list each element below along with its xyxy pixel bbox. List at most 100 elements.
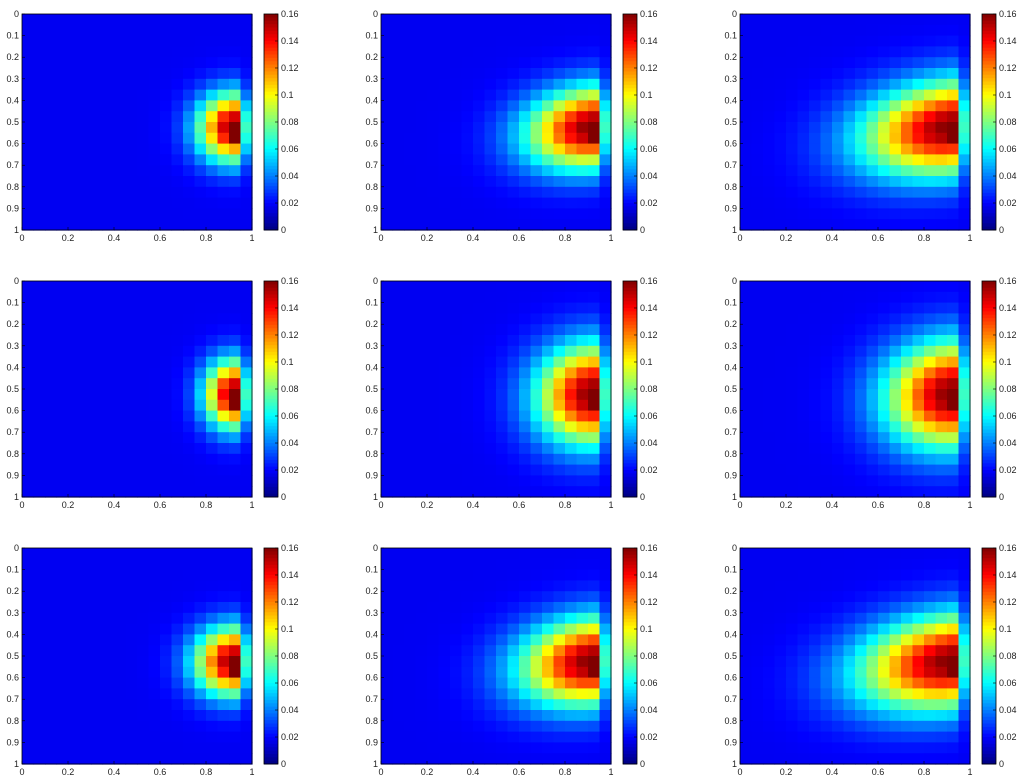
heatmap-cell bbox=[183, 100, 196, 112]
heatmap-cell bbox=[229, 688, 242, 700]
heatmap-cell bbox=[912, 132, 925, 145]
heatmap-cell bbox=[958, 208, 971, 220]
colorbar-segment bbox=[982, 321, 996, 326]
heatmap-cell bbox=[553, 345, 566, 358]
heatmap-cell bbox=[217, 176, 230, 188]
heatmap-cell bbox=[438, 35, 451, 47]
heatmap-cell bbox=[381, 421, 394, 433]
heatmap-cell bbox=[740, 580, 753, 592]
heatmap-cell bbox=[855, 699, 868, 711]
heatmap-cell bbox=[542, 111, 555, 123]
heatmap-cell bbox=[763, 57, 776, 69]
heatmap-cell bbox=[114, 89, 127, 101]
heatmap-cell bbox=[194, 122, 207, 134]
heatmap-cell bbox=[797, 302, 810, 314]
heatmap-cell bbox=[125, 132, 138, 145]
heatmap-cell bbox=[206, 57, 219, 69]
heatmap-cell bbox=[530, 197, 543, 209]
heatmap-cell bbox=[947, 68, 960, 80]
heatmap-cell bbox=[171, 410, 184, 422]
heatmap-cell bbox=[740, 688, 753, 700]
colorbar-segment bbox=[623, 341, 637, 346]
heatmap-cell bbox=[763, 623, 776, 635]
heatmap-cell bbox=[553, 720, 566, 733]
heatmap-cell bbox=[958, 281, 971, 293]
heatmap-cell bbox=[183, 731, 196, 743]
heatmap-cell bbox=[45, 720, 58, 733]
colorbar-segment bbox=[264, 571, 278, 576]
heatmap-cell bbox=[171, 453, 184, 466]
heatmap-cell bbox=[740, 197, 753, 209]
heatmap-cell bbox=[740, 656, 753, 668]
heatmap-cell bbox=[751, 432, 764, 444]
heatmap-cell bbox=[740, 432, 753, 444]
heatmap-cell bbox=[56, 410, 69, 422]
heatmap-cell bbox=[878, 591, 891, 603]
heatmap-cell bbox=[542, 742, 555, 754]
colorbar-segment bbox=[623, 118, 637, 123]
heatmap-cell bbox=[774, 313, 787, 325]
heatmap-cell bbox=[947, 410, 960, 422]
heatmap-cell bbox=[484, 302, 497, 314]
heatmap-cell bbox=[924, 143, 937, 155]
heatmap-cell bbox=[553, 335, 566, 347]
colorbar-segment bbox=[623, 101, 637, 106]
heatmap-cell bbox=[473, 57, 486, 69]
colorbar-segment bbox=[982, 186, 996, 191]
heatmap-cell bbox=[404, 68, 417, 80]
colorbar-segment bbox=[623, 443, 637, 447]
heatmap-cell bbox=[751, 602, 764, 614]
heatmap-cell bbox=[450, 165, 463, 177]
heatmap-cell bbox=[809, 89, 822, 101]
heatmap-cell bbox=[507, 475, 520, 487]
heatmap-cell bbox=[137, 208, 150, 220]
heatmap-cell bbox=[797, 291, 810, 304]
heatmap-cell bbox=[797, 46, 810, 58]
heatmap-cell bbox=[68, 612, 81, 625]
y-tick-label: 0.3 bbox=[724, 341, 737, 351]
heatmap-cell bbox=[588, 464, 601, 476]
heatmap-cell bbox=[33, 154, 46, 166]
heatmap-cell bbox=[206, 677, 219, 689]
heatmap-cell bbox=[599, 324, 612, 336]
heatmap-cell bbox=[450, 356, 463, 368]
heatmap-cell bbox=[786, 591, 799, 603]
heatmap-cell bbox=[160, 132, 173, 145]
heatmap-cell bbox=[404, 389, 417, 401]
colorbar-segment bbox=[982, 591, 996, 596]
colorbar-segment bbox=[982, 372, 996, 377]
heatmap-cell bbox=[797, 197, 810, 209]
heatmap-cell bbox=[889, 324, 902, 336]
heatmap-cell bbox=[484, 688, 497, 700]
heatmap-cell bbox=[160, 486, 173, 498]
heatmap-cell bbox=[473, 569, 486, 581]
heatmap-cell bbox=[843, 475, 856, 487]
colorbar-segment bbox=[982, 95, 996, 99]
heatmap-cell bbox=[519, 720, 532, 733]
heatmap-cell bbox=[774, 548, 787, 560]
heatmap-cell bbox=[68, 389, 81, 401]
heatmap-cell bbox=[924, 324, 937, 336]
heatmap-cell bbox=[438, 634, 451, 646]
heatmap-cell bbox=[206, 558, 219, 571]
heatmap-cell bbox=[878, 68, 891, 80]
heatmap-cell bbox=[473, 710, 486, 722]
colorbar-segment bbox=[264, 179, 278, 184]
colorbar-segment bbox=[264, 169, 278, 174]
y-tick-label: 0.7 bbox=[365, 694, 378, 704]
heatmap-cell bbox=[79, 324, 92, 336]
heatmap-cell bbox=[194, 197, 207, 209]
heatmap-cell bbox=[206, 548, 219, 560]
colorbar-segment bbox=[623, 27, 637, 32]
heatmap-cell bbox=[774, 143, 787, 155]
heatmap-cell bbox=[958, 731, 971, 743]
colorbar-segment bbox=[264, 551, 278, 556]
heatmap-cell bbox=[404, 432, 417, 444]
heatmap-cell bbox=[832, 313, 845, 325]
heatmap-cell bbox=[576, 208, 589, 220]
heatmap-cell bbox=[56, 219, 69, 231]
heatmap-cell bbox=[751, 335, 764, 347]
heatmap-cell bbox=[553, 176, 566, 188]
heatmap-cell bbox=[415, 35, 428, 47]
heatmap-cell bbox=[763, 432, 776, 444]
